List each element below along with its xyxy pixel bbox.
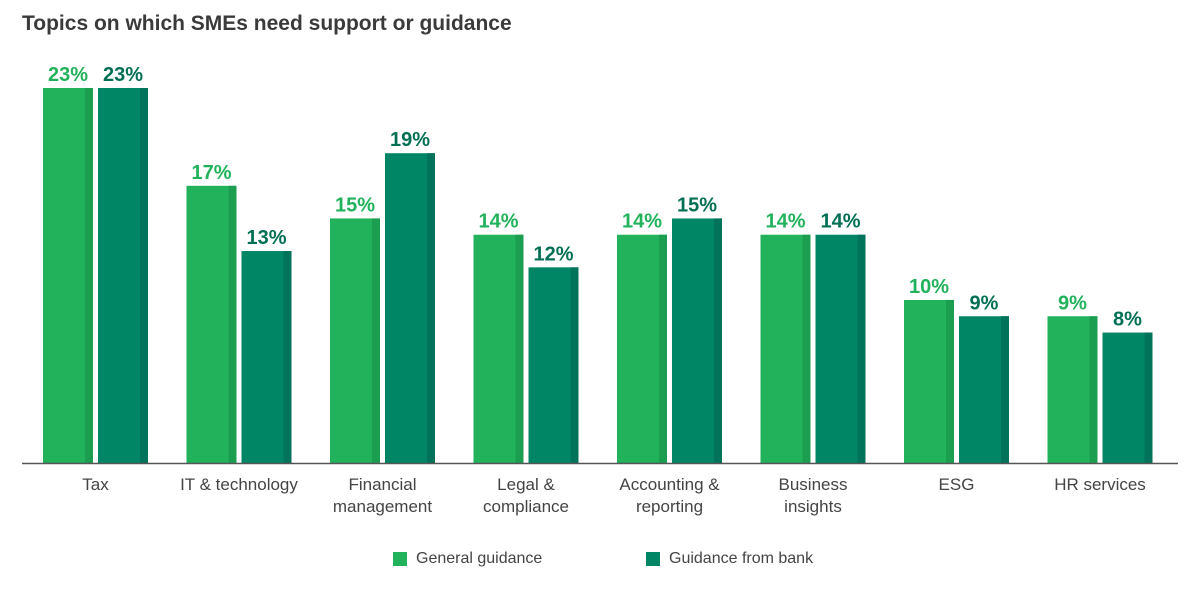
bar	[186, 185, 237, 463]
bar	[904, 299, 954, 463]
bar-shade	[1089, 316, 1098, 463]
category-label: insights	[784, 497, 842, 516]
category-label: ESG	[939, 475, 975, 494]
category-label: HR services	[1054, 475, 1146, 494]
bar	[1102, 332, 1153, 463]
bar-shade	[857, 234, 866, 463]
data-label: 14%	[622, 211, 662, 233]
bar-group-1-5	[815, 234, 866, 463]
data-label: 15%	[677, 194, 717, 216]
bar	[473, 234, 524, 463]
bar-group-0-7	[1047, 316, 1098, 463]
bar-group-1-7	[1102, 332, 1153, 463]
bar-shade	[427, 153, 435, 463]
data-label: 12%	[533, 243, 573, 265]
bar	[760, 234, 811, 463]
bar-group-0-6	[904, 299, 954, 463]
bar	[528, 267, 579, 463]
category-label: Tax	[82, 475, 109, 494]
legend-swatch-bank	[646, 552, 660, 566]
data-label: 10%	[909, 276, 949, 298]
data-label: 8%	[1113, 309, 1142, 331]
data-label: 19%	[390, 129, 430, 151]
data-label: 14%	[478, 211, 518, 233]
bar-group-0-1	[186, 185, 237, 463]
category-label: Financial	[348, 475, 416, 494]
data-label: 23%	[48, 64, 88, 86]
data-label: 9%	[970, 292, 999, 314]
category-label: IT & technology	[180, 475, 298, 494]
data-label: 23%	[103, 64, 143, 86]
bar-group-0-2	[330, 218, 380, 463]
bar-shade	[570, 267, 579, 463]
legend-item-guidance-from-bank: Guidance from bank	[646, 550, 813, 568]
data-label: 9%	[1058, 292, 1087, 314]
bar	[959, 316, 1009, 463]
bar	[98, 88, 148, 463]
bar-shade	[85, 88, 93, 463]
bar-group-1-1	[241, 251, 292, 463]
bar	[330, 218, 380, 463]
bar	[1047, 316, 1098, 463]
category-label: Legal &	[497, 475, 555, 494]
bar-group-0-3	[473, 234, 524, 463]
bar	[241, 251, 292, 463]
bar-shade	[1001, 316, 1009, 463]
bar-shade	[228, 185, 237, 463]
data-label: 13%	[246, 227, 286, 249]
bar-shade	[659, 234, 667, 463]
bar-group-1-6	[959, 316, 1009, 463]
bar-chart: 23% 23% Tax 17% 13% IT & technology 15% 19% Fina…	[22, 64, 1178, 516]
category-label: compliance	[483, 497, 569, 516]
legend-label-bank: Guidance from bank	[669, 550, 814, 567]
legend-swatch-general	[393, 552, 407, 566]
bar-shade	[802, 234, 811, 463]
bar	[385, 153, 435, 463]
bar	[672, 218, 722, 463]
chart-title: Topics on which SMEs need support or gui…	[22, 12, 512, 35]
data-label: 17%	[191, 162, 231, 184]
bar-shade	[372, 218, 380, 463]
category-label: reporting	[636, 497, 703, 516]
legend-item-general-guidance: General guidance	[393, 550, 542, 568]
bar-shade	[140, 88, 148, 463]
legend: General guidance Guidance from bank	[0, 550, 1200, 574]
category-label: Accounting &	[619, 475, 720, 494]
data-label: 14%	[820, 211, 860, 233]
category-label: Business	[779, 475, 848, 494]
bar-shade	[1144, 332, 1153, 463]
bar	[815, 234, 866, 463]
bar-shade	[946, 299, 954, 463]
bar-group-0-5	[760, 234, 811, 463]
legend-label-general: General guidance	[416, 550, 543, 567]
category-label: management	[333, 497, 433, 516]
bar-shade	[283, 251, 292, 463]
bar-group-0-0	[43, 88, 93, 463]
bar-group-1-3	[528, 267, 579, 463]
bar-group-1-4	[672, 218, 722, 463]
bar	[617, 234, 667, 463]
bar-group-0-4	[617, 234, 667, 463]
bar-group-1-2	[385, 153, 435, 463]
bar-group-1-0	[98, 88, 148, 463]
data-label: 15%	[335, 194, 375, 216]
bar	[43, 88, 93, 463]
bar-shade	[714, 218, 722, 463]
bar-shade	[515, 234, 524, 463]
data-label: 14%	[765, 211, 805, 233]
